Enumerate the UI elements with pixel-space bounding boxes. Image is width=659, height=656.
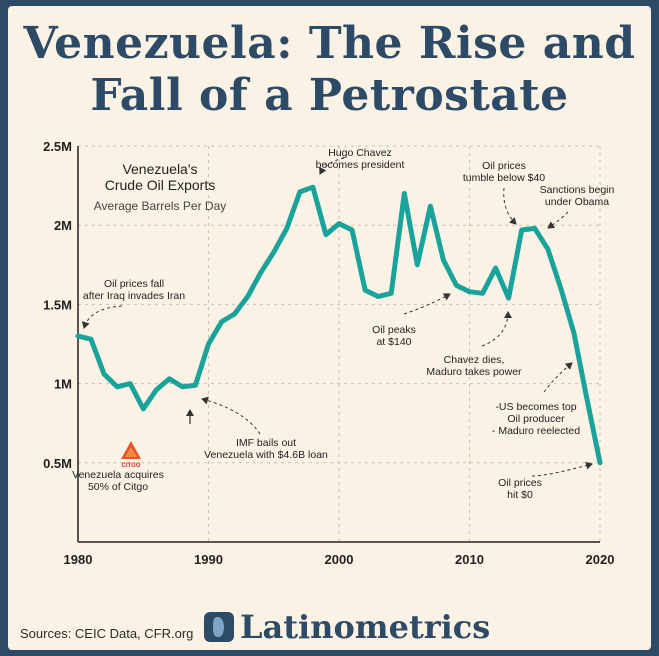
annotation-label: Hugo Chavez becomes president [316,147,405,171]
citgo-logo-label: CITGO [122,463,141,469]
title-line-2: Fall of a Petrostate [90,70,569,121]
x-tick-label: 2000 [325,552,354,567]
annotation-arrow [543,362,573,393]
y-tick-label: 2.5M [43,139,72,154]
annotation-label: Sanctions begin under Obama [540,184,615,208]
oil-exports-chart: 0.5M 1M 1.5M 2M 2.5M 1980 1990 2000 2010 2020 Oil… [43,139,615,567]
y-tick-label: 1M [54,377,72,392]
series-line [75,184,603,466]
brand-name: Latinometrics [240,608,491,646]
y-tick-label: 1.5M [43,297,72,312]
annotation-arrow [481,311,512,347]
annotation-arrow [319,157,345,175]
sources-note: Sources: CEIC Data, CFR.org [20,626,194,641]
annotation-arrow [403,293,451,315]
annotation-arrow [503,187,517,225]
annotation-arrow [547,211,569,229]
annotation-arrow [81,305,123,329]
x-tick-label: 1980 [64,552,93,567]
y-tick-label: 0.5M [43,456,72,471]
annotation-label: IMF bails out Venezuela with $4.6B loan [204,437,328,461]
x-tick-label: 2010 [455,552,484,567]
annotation-label: Oil prices hit $0 [498,477,542,501]
annotation-arrow [201,396,261,435]
chart-title: Venezuela's Crude Oil Exports [105,161,215,193]
page-title: Venezuela: The Rise and Fall of a Petros… [8,18,651,122]
title-line-1: Venezuela: The Rise and [23,18,636,69]
citgo-logo-icon: CITGO [121,441,141,469]
infographic-card: Venezuela: The Rise and Fall of a Petros… [8,6,651,650]
annotation-label: -US becomes top Oil producer - Maduro reel… [492,401,580,437]
annotation-label: Venezuela acquires 50% of Citgo [72,469,164,493]
x-tick-label: 1990 [194,552,223,567]
annotation-label: Chavez dies, Maduro takes power [426,354,522,378]
chart-subtitle: Average Barrels Per Day [94,199,227,213]
annotation-label: Oil peaks at $140 [372,324,416,348]
annotation-label: Oil prices tumble below $40 [463,160,545,184]
x-tick-label: 2020 [586,552,615,567]
citgo-triangle-inner [125,447,137,457]
annotation-arrow [531,461,593,477]
brand: Latinometrics [204,609,490,645]
annotation-label: Oil prices fall after Iraq invades Iran [83,278,185,302]
latinometrics-logo-icon [204,612,234,642]
y-tick-label: 2M [54,218,72,233]
